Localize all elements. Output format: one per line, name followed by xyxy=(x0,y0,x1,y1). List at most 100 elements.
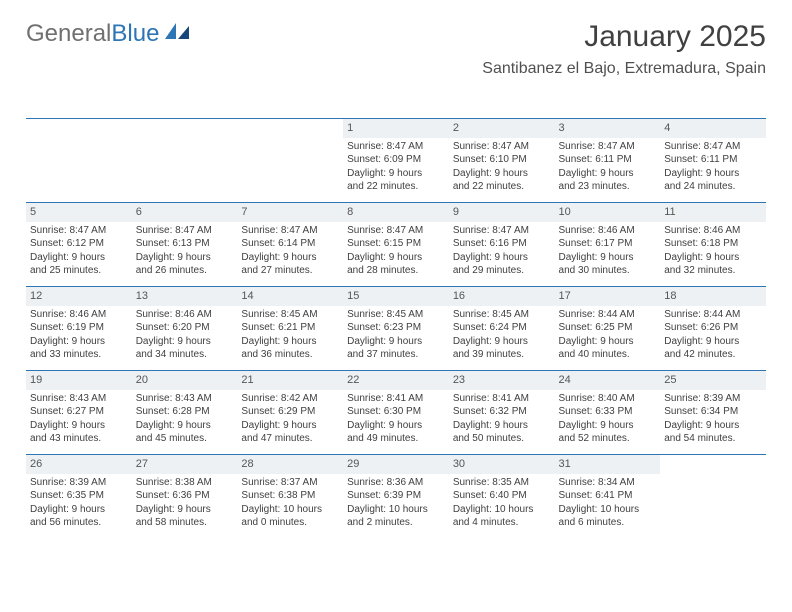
calendar-cell xyxy=(26,119,132,203)
day-number: 5 xyxy=(26,203,132,222)
logo-sail-icon xyxy=(163,20,191,48)
calendar-cell: 23Sunrise: 8:41 AMSunset: 6:32 PMDayligh… xyxy=(449,371,555,455)
daylight-text: and 34 minutes. xyxy=(136,348,234,362)
daylight-text: Daylight: 9 hours xyxy=(241,335,339,349)
day-number: 24 xyxy=(555,371,661,390)
sunrise-text: Sunrise: 8:47 AM xyxy=(136,224,234,238)
daylight-text: Daylight: 9 hours xyxy=(559,167,657,181)
day-number: 29 xyxy=(343,455,449,474)
daylight-text: and 4 minutes. xyxy=(453,516,551,530)
sunrise-text: Sunrise: 8:46 AM xyxy=(136,308,234,322)
sunrise-text: Sunrise: 8:45 AM xyxy=(453,308,551,322)
calendar-cell: 21Sunrise: 8:42 AMSunset: 6:29 PMDayligh… xyxy=(237,371,343,455)
daylight-text: and 49 minutes. xyxy=(347,432,445,446)
daylight-text: Daylight: 9 hours xyxy=(664,419,762,433)
day-number: 7 xyxy=(237,203,343,222)
daylight-text: and 47 minutes. xyxy=(241,432,339,446)
daylight-text: and 30 minutes. xyxy=(559,264,657,278)
sunset-text: Sunset: 6:19 PM xyxy=(30,321,128,335)
day-number: 19 xyxy=(26,371,132,390)
calendar-row: 26Sunrise: 8:39 AMSunset: 6:35 PMDayligh… xyxy=(26,455,766,539)
col-tuesday: Tuesday xyxy=(237,96,343,119)
day-number: 13 xyxy=(132,287,238,306)
calendar-cell: 6Sunrise: 8:47 AMSunset: 6:13 PMDaylight… xyxy=(132,203,238,287)
daylight-text: and 33 minutes. xyxy=(30,348,128,362)
sunrise-text: Sunrise: 8:47 AM xyxy=(453,140,551,154)
day-number: 8 xyxy=(343,203,449,222)
calendar-cell: 17Sunrise: 8:44 AMSunset: 6:25 PMDayligh… xyxy=(555,287,661,371)
daylight-text: Daylight: 9 hours xyxy=(136,419,234,433)
sunset-text: Sunset: 6:23 PM xyxy=(347,321,445,335)
daylight-text: Daylight: 9 hours xyxy=(559,251,657,265)
calendar-cell xyxy=(660,455,766,539)
daylight-text: Daylight: 9 hours xyxy=(664,335,762,349)
daylight-text: and 26 minutes. xyxy=(136,264,234,278)
sunset-text: Sunset: 6:39 PM xyxy=(347,489,445,503)
sunrise-text: Sunrise: 8:38 AM xyxy=(136,476,234,490)
col-thursday: Thursday xyxy=(449,96,555,119)
header: GeneralBlue January 2025 Santibanez el B… xyxy=(0,0,792,88)
calendar-row: 12Sunrise: 8:46 AMSunset: 6:19 PMDayligh… xyxy=(26,287,766,371)
sunset-text: Sunset: 6:21 PM xyxy=(241,321,339,335)
calendar-cell: 11Sunrise: 8:46 AMSunset: 6:18 PMDayligh… xyxy=(660,203,766,287)
day-number: 2 xyxy=(449,119,555,138)
day-number: 10 xyxy=(555,203,661,222)
calendar-cell: 12 Sunrise: 8:46 AMSunset: 6:19 PMDayligh… xyxy=(26,287,132,371)
sunrise-text: Sunrise: 8:44 AM xyxy=(559,308,657,322)
daylight-text: and 2 minutes. xyxy=(347,516,445,530)
calendar-cell: 14Sunrise: 8:45 AMSunset: 6:21 PMDayligh… xyxy=(237,287,343,371)
daylight-text: Daylight: 9 hours xyxy=(347,167,445,181)
calendar-cell: 5Sunrise: 8:47 AMSunset: 6:12 PMDaylight… xyxy=(26,203,132,287)
daylight-text: Daylight: 9 hours xyxy=(347,335,445,349)
daylight-text: and 36 minutes. xyxy=(241,348,339,362)
daylight-text: Daylight: 9 hours xyxy=(30,419,128,433)
daylight-text: Daylight: 9 hours xyxy=(664,167,762,181)
sunset-text: Sunset: 6:13 PM xyxy=(136,237,234,251)
calendar-row: 1Sunrise: 8:47 AMSunset: 6:09 PMDaylight… xyxy=(26,119,766,203)
sunrise-text: Sunrise: 8:46 AM xyxy=(30,308,128,322)
sunrise-text: Sunrise: 8:41 AM xyxy=(453,392,551,406)
sunset-text: Sunset: 6:29 PM xyxy=(241,405,339,419)
sunrise-text: Sunrise: 8:47 AM xyxy=(559,140,657,154)
calendar-cell: 9Sunrise: 8:47 AMSunset: 6:16 PMDaylight… xyxy=(449,203,555,287)
calendar-cell: 7Sunrise: 8:47 AMSunset: 6:14 PMDaylight… xyxy=(237,203,343,287)
sunset-text: Sunset: 6:18 PM xyxy=(664,237,762,251)
sunset-text: Sunset: 6:25 PM xyxy=(559,321,657,335)
sunrise-text: Sunrise: 8:39 AM xyxy=(664,392,762,406)
sunset-text: Sunset: 6:26 PM xyxy=(664,321,762,335)
page-title: January 2025 xyxy=(482,20,766,54)
sunrise-text: Sunrise: 8:47 AM xyxy=(241,224,339,238)
day-number: 21 xyxy=(237,371,343,390)
col-sunday: Sunday xyxy=(26,96,132,119)
sunrise-text: Sunrise: 8:45 AM xyxy=(347,308,445,322)
daylight-text: Daylight: 9 hours xyxy=(30,503,128,517)
calendar-cell: 24Sunrise: 8:40 AMSunset: 6:33 PMDayligh… xyxy=(555,371,661,455)
day-number: 15 xyxy=(343,287,449,306)
sunrise-text: Sunrise: 8:36 AM xyxy=(347,476,445,490)
calendar-cell: 29Sunrise: 8:36 AMSunset: 6:39 PMDayligh… xyxy=(343,455,449,539)
calendar-body: 1Sunrise: 8:47 AMSunset: 6:09 PMDaylight… xyxy=(26,119,766,539)
daylight-text: Daylight: 9 hours xyxy=(30,335,128,349)
day-number: 14 xyxy=(237,287,343,306)
daylight-text: Daylight: 10 hours xyxy=(559,503,657,517)
sunset-text: Sunset: 6:32 PM xyxy=(453,405,551,419)
day-number: 12 xyxy=(26,287,132,306)
sunset-text: Sunset: 6:24 PM xyxy=(453,321,551,335)
daylight-text: and 50 minutes. xyxy=(453,432,551,446)
daylight-text: Daylight: 9 hours xyxy=(453,419,551,433)
calendar-cell: 1Sunrise: 8:47 AMSunset: 6:09 PMDaylight… xyxy=(343,119,449,203)
sunset-text: Sunset: 6:10 PM xyxy=(453,153,551,167)
daylight-text: Daylight: 9 hours xyxy=(453,251,551,265)
sunset-text: Sunset: 6:09 PM xyxy=(347,153,445,167)
daylight-text: Daylight: 9 hours xyxy=(664,251,762,265)
daylight-text: Daylight: 9 hours xyxy=(453,335,551,349)
calendar-row: 5Sunrise: 8:47 AMSunset: 6:12 PMDaylight… xyxy=(26,203,766,287)
calendar-cell: 2Sunrise: 8:47 AMSunset: 6:10 PMDaylight… xyxy=(449,119,555,203)
sunset-text: Sunset: 6:41 PM xyxy=(559,489,657,503)
calendar-cell xyxy=(132,119,238,203)
daylight-text: Daylight: 9 hours xyxy=(241,251,339,265)
day-number: 25 xyxy=(660,371,766,390)
sunset-text: Sunset: 6:11 PM xyxy=(664,153,762,167)
sunset-text: Sunset: 6:15 PM xyxy=(347,237,445,251)
daylight-text: and 22 minutes. xyxy=(453,180,551,194)
